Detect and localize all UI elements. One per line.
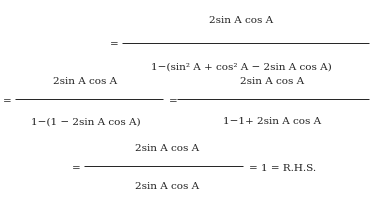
Text: =: = — [3, 97, 12, 105]
Text: =: = — [109, 40, 119, 49]
Text: 1−1+ 2sin A cos A: 1−1+ 2sin A cos A — [223, 117, 321, 126]
Text: 1−(1 − 2sin A cos A): 1−(1 − 2sin A cos A) — [31, 117, 140, 126]
Text: 1−(sin² A + cos² A − 2sin A cos A): 1−(sin² A + cos² A − 2sin A cos A) — [151, 62, 332, 71]
Text: 2sin A cos A: 2sin A cos A — [240, 76, 304, 85]
Text: 2sin A cos A: 2sin A cos A — [54, 76, 117, 85]
Text: 2sin A cos A: 2sin A cos A — [135, 143, 199, 152]
Text: =: = — [168, 97, 177, 105]
Text: = 1 = R.H.S.: = 1 = R.H.S. — [249, 163, 316, 172]
Text: =: = — [71, 163, 81, 172]
Text: 2sin A cos A: 2sin A cos A — [135, 181, 199, 190]
Text: 2sin A cos A: 2sin A cos A — [209, 16, 273, 25]
